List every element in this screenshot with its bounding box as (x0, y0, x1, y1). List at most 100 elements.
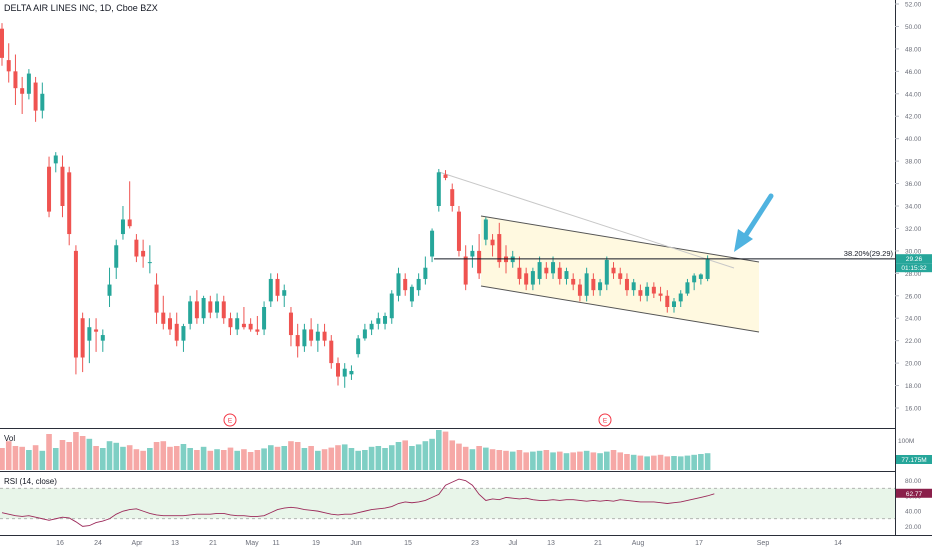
volume-bar-54 (362, 450, 368, 470)
volume-bar-8 (52, 448, 59, 470)
volume-bar-4 (26, 450, 32, 470)
volume-bar-41 (274, 446, 281, 470)
volume-bar-5 (32, 445, 39, 470)
volume-bar-25 (167, 446, 173, 470)
time-tick-12: 13 (547, 540, 555, 547)
candle-body-6 (40, 93, 45, 111)
price-tick-9: 34.00 (905, 204, 922, 211)
last-price-tag: 29.26 (896, 254, 932, 264)
volume-bar-94 (630, 454, 637, 470)
candle-body-102 (685, 282, 690, 294)
earnings-marker-2: E (598, 413, 612, 427)
time-tick-13: 21 (594, 540, 602, 547)
candle-body-72 (483, 219, 488, 240)
candle-body-11 (73, 250, 78, 358)
candle-body-15 (100, 335, 105, 341)
candle-body-73 (490, 239, 495, 246)
price-tick-16: 20.00 (905, 361, 922, 368)
candle-body-28 (188, 301, 193, 324)
candle-body-98 (658, 293, 663, 296)
candle-body-56 (376, 318, 381, 324)
candle-body-25 (168, 318, 172, 330)
candle-body-90 (604, 259, 609, 285)
candle-body-67 (450, 189, 455, 206)
volume-bar-15 (100, 448, 106, 470)
volume-bar-17 (113, 442, 120, 470)
volume-bar-26 (173, 446, 180, 470)
time-tick-16: Sep (757, 540, 770, 547)
earnings-marker-2-label: E (603, 418, 608, 425)
candle-body-13 (87, 327, 92, 341)
volume-layer (0, 430, 711, 470)
volume-bar-58 (388, 445, 395, 470)
volume-bar-59 (395, 442, 402, 470)
candle-body-58 (389, 293, 394, 319)
candle-body-70 (470, 250, 475, 257)
candle-body-43 (288, 312, 293, 336)
volume-bar-35 (234, 450, 240, 470)
volume-bar-87 (583, 450, 590, 470)
candle-body-59 (396, 273, 401, 296)
candle-body-77 (517, 267, 522, 279)
candle-body-36 (241, 323, 246, 328)
volume-bar-82 (550, 452, 556, 470)
volume-bar-52 (348, 448, 355, 470)
earnings-marker-1-label: E (228, 418, 233, 425)
rsi-tick-2: 40.00 (905, 509, 922, 516)
channel-upper-line (480, 215, 760, 263)
volume-bar-29 (194, 450, 200, 470)
time-tick-6: 11 (272, 540, 279, 547)
candle-body-96 (645, 286, 650, 296)
price-tick-10: 32.00 (905, 226, 922, 233)
candle-body-53 (356, 338, 361, 355)
volume-bar-20 (133, 449, 140, 470)
volume-bar-105 (704, 453, 711, 470)
candle-body-65 (436, 172, 441, 206)
candle-body-18 (120, 219, 125, 235)
candle-body-27 (181, 326, 186, 341)
candle-body-55 (369, 323, 374, 330)
volume-bar-89 (597, 453, 603, 470)
candle-body-46 (309, 329, 314, 341)
volume-bar-46 (308, 446, 314, 470)
candle-body-69 (463, 256, 468, 285)
candle-body-3 (20, 88, 25, 94)
candle-body-84 (564, 271, 569, 279)
volume-bar-23 (153, 442, 160, 470)
time-tick-14: Aug (632, 540, 645, 547)
candle-body-103 (692, 275, 697, 283)
candle-body-35 (235, 318, 240, 330)
volume-bar-93 (624, 454, 630, 470)
volume-bar-103 (691, 454, 697, 470)
candle-body-5 (33, 82, 38, 111)
volume-bar-67 (449, 440, 456, 470)
time-tick-10: 23 (471, 540, 479, 547)
candle-body-80 (537, 262, 542, 279)
candle-body-49 (329, 340, 334, 364)
volume-bar-69 (462, 446, 469, 470)
volume-bar-62 (415, 444, 422, 470)
rsi-tick-0: 80.00 (905, 478, 922, 485)
price-tick-1: 50.00 (905, 24, 922, 31)
candle-body-7 (47, 166, 52, 212)
candle-body-42 (282, 290, 287, 296)
volume-bar-56 (375, 446, 382, 470)
price-tick-8: 36.00 (905, 181, 922, 188)
volume-bar-42 (281, 446, 288, 470)
candle-body-8 (53, 155, 58, 164)
candle-body-47 (315, 331, 320, 341)
time-tick-7: 19 (312, 540, 320, 547)
volume-bar-16 (106, 441, 113, 470)
price-tick-18: 16.00 (905, 406, 922, 413)
candle-body-41 (275, 278, 280, 296)
channel-lower-line (480, 285, 760, 333)
time-tick-15: 17 (695, 540, 703, 547)
volume-bar-11 (73, 432, 79, 470)
volume-bar-63 (422, 441, 429, 470)
volume-bar-45 (301, 448, 308, 470)
volume-bar-18 (120, 446, 126, 470)
candle-body-45 (302, 329, 307, 347)
volume-bar-50 (335, 445, 341, 470)
candle-body-39 (262, 307, 267, 330)
